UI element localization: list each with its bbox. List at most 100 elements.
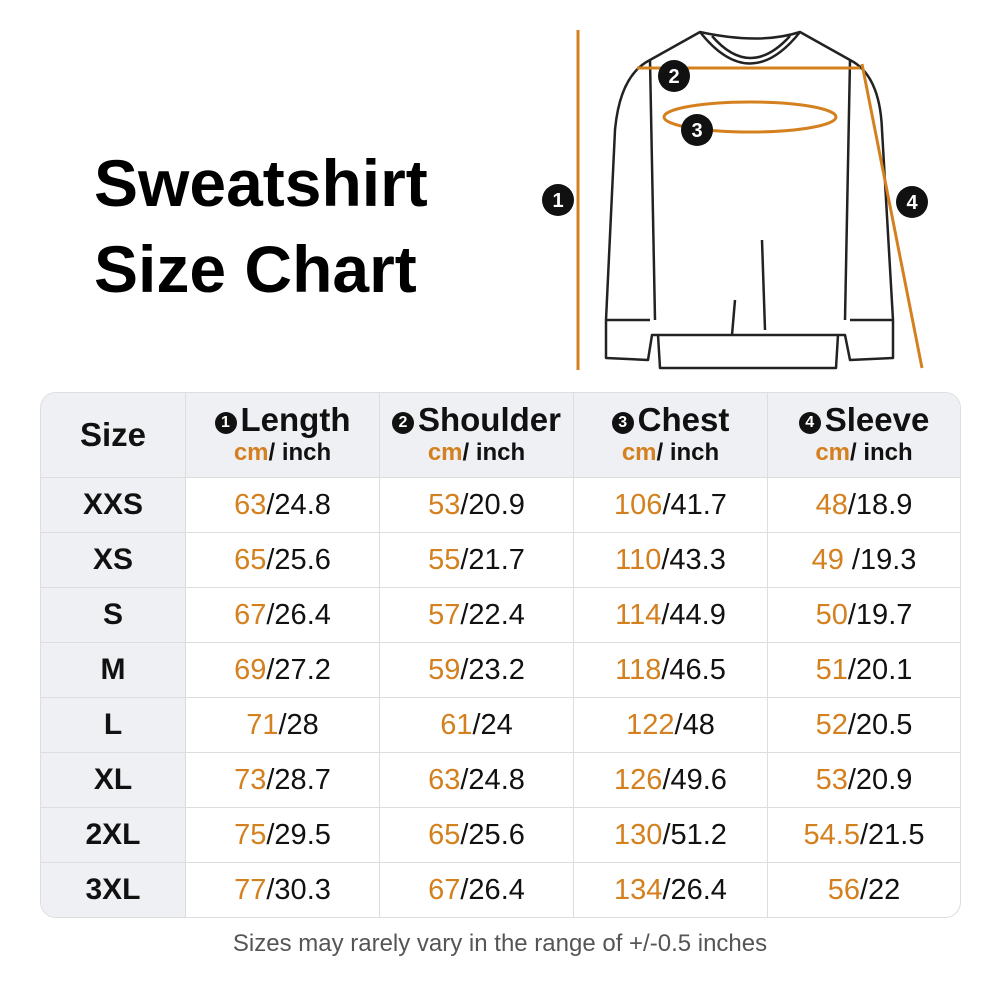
inch-value: /29.5 bbox=[266, 818, 331, 851]
cm-value: 65 bbox=[428, 818, 461, 851]
inch-value: /43.3 bbox=[661, 543, 726, 576]
measurement-cell: 110/43.3 bbox=[574, 533, 768, 588]
cm-value: 67 bbox=[428, 873, 461, 906]
measurement-cell: 57/22.4 bbox=[380, 588, 574, 643]
measurement-cell: 67/26.4 bbox=[380, 863, 574, 917]
cm-value: 63 bbox=[234, 488, 267, 521]
size-cell: XL bbox=[41, 753, 186, 808]
measurement-cell: 65/25.6 bbox=[380, 808, 574, 863]
inch-value: /46.5 bbox=[661, 653, 726, 686]
measurement-cell: 67/26.4 bbox=[186, 588, 380, 643]
inch-value: /21.5 bbox=[859, 818, 925, 851]
marker-4: 4 bbox=[906, 192, 918, 214]
inch-value: /20.9 bbox=[847, 763, 913, 796]
measurement-cell: 56/22 bbox=[768, 863, 960, 917]
size-cell: M bbox=[41, 643, 186, 698]
inch-value: /20.5 bbox=[847, 708, 913, 741]
cm-value: 73 bbox=[234, 763, 267, 796]
size-cell: XXS bbox=[41, 478, 186, 533]
page-title: Sweatshirt Size Chart bbox=[94, 140, 428, 312]
cm-value: 51 bbox=[815, 653, 848, 686]
size-cell: S bbox=[41, 588, 186, 643]
measurement-cell: 49 /19.3 bbox=[768, 533, 960, 588]
inch-value: /22 bbox=[859, 873, 901, 906]
cm-value: 48 bbox=[815, 488, 848, 521]
inch-value: /24 bbox=[472, 708, 513, 741]
cm-value: 55 bbox=[428, 543, 461, 576]
cm-value: 52 bbox=[815, 708, 848, 741]
measurement-cell: 69/27.2 bbox=[186, 643, 380, 698]
size-cell: 3XL bbox=[41, 863, 186, 917]
size-cell: L bbox=[41, 698, 186, 753]
column-header-sleeve: 4 Sleeve cm/ inch bbox=[768, 393, 960, 478]
sweatshirt-diagram: 1 2 3 4 bbox=[542, 30, 928, 370]
cm-value: 122 bbox=[626, 708, 675, 741]
inch-value: /26.4 bbox=[460, 873, 525, 906]
measurement-cell: 118/46.5 bbox=[574, 643, 768, 698]
cm-value: 53 bbox=[815, 763, 848, 796]
cm-value: 56 bbox=[827, 873, 860, 906]
cm-value: 57 bbox=[428, 598, 461, 631]
inch-value: /44.9 bbox=[661, 598, 726, 631]
inch-value: /49.6 bbox=[662, 763, 727, 796]
table-row: S 67/26.4 57/22.4 114/44.9 50/19.7 bbox=[41, 588, 960, 643]
size-header: Size bbox=[41, 393, 186, 478]
cm-value: 134 bbox=[614, 873, 663, 906]
inch-value: /23.2 bbox=[460, 653, 525, 686]
cm-value: 126 bbox=[614, 763, 663, 796]
title-line-2: Size Chart bbox=[94, 232, 417, 306]
marker-1: 1 bbox=[552, 190, 563, 212]
inch-value: /41.7 bbox=[662, 488, 727, 521]
size-variance-note: Sizes may rarely vary in the range of +/… bbox=[232, 930, 768, 957]
inch-value: /22.4 bbox=[460, 598, 525, 631]
inch-value: /21.7 bbox=[460, 543, 525, 576]
marker-3: 3 bbox=[691, 120, 702, 142]
size-table: Size 1 Length cm/ inch 2 Shoulder cm/ inch 3… bbox=[40, 392, 961, 918]
measurement-cell: 59/23.2 bbox=[380, 643, 574, 698]
measurement-cell: 61/24 bbox=[380, 698, 574, 753]
inch-value: /19.3 bbox=[843, 543, 917, 576]
measurement-cell: 130/51.2 bbox=[574, 808, 768, 863]
measurement-cell: 54.5/21.5 bbox=[768, 808, 960, 863]
inch-value: /28 bbox=[278, 708, 319, 741]
cm-value: 75 bbox=[234, 818, 267, 851]
measurement-cell: 126/49.6 bbox=[574, 753, 768, 808]
cm-value: 61 bbox=[440, 708, 473, 741]
measurement-cell: 106/41.7 bbox=[574, 478, 768, 533]
table-row: L 71/28 61/24 122/48 52/20.5 bbox=[41, 698, 960, 753]
inch-value: /30.3 bbox=[266, 873, 331, 906]
measurement-cell: 114/44.9 bbox=[574, 588, 768, 643]
cm-value: 77 bbox=[234, 873, 267, 906]
table-row: XS 65/25.6 55/21.7 110/43.3 49 /19.3 bbox=[41, 533, 960, 588]
cm-value: 69 bbox=[234, 653, 267, 686]
inch-value: /27.2 bbox=[266, 653, 331, 686]
inch-value: /19.7 bbox=[847, 598, 913, 631]
inch-value: /18.9 bbox=[847, 488, 913, 521]
cm-value: 53 bbox=[428, 488, 461, 521]
inch-value: /24.8 bbox=[460, 763, 525, 796]
column-header-length: 1 Length cm/ inch bbox=[186, 393, 380, 478]
inch-value: /48 bbox=[674, 708, 715, 741]
cm-value: 71 bbox=[246, 708, 279, 741]
measurement-cell: 63/24.8 bbox=[380, 753, 574, 808]
cm-value: 106 bbox=[614, 488, 663, 521]
measurement-cell: 77/30.3 bbox=[186, 863, 380, 917]
cm-value: 130 bbox=[614, 818, 663, 851]
cm-value: 114 bbox=[615, 598, 662, 631]
cm-value: 54.5 bbox=[803, 818, 860, 851]
inch-value: /20.1 bbox=[847, 653, 913, 686]
cm-value: 65 bbox=[234, 543, 267, 576]
measurement-cell: 122/48 bbox=[574, 698, 768, 753]
inch-value: /25.6 bbox=[460, 818, 525, 851]
table-row: XXS 63/24.8 53/20.9 106/41.7 48/18.9 bbox=[41, 478, 960, 533]
measurement-cell: 51/20.1 bbox=[768, 643, 960, 698]
measurement-cell: 71/28 bbox=[186, 698, 380, 753]
measurement-cell: 134/26.4 bbox=[574, 863, 768, 917]
measurement-cell: 73/28.7 bbox=[186, 753, 380, 808]
table-row: M 69/27.2 59/23.2 118/46.5 51/20.1 bbox=[41, 643, 960, 698]
measurement-cell: 52/20.5 bbox=[768, 698, 960, 753]
measurement-cell: 75/29.5 bbox=[186, 808, 380, 863]
size-cell: XS bbox=[41, 533, 186, 588]
marker-2: 2 bbox=[668, 66, 679, 88]
inch-value: /51.2 bbox=[662, 818, 727, 851]
